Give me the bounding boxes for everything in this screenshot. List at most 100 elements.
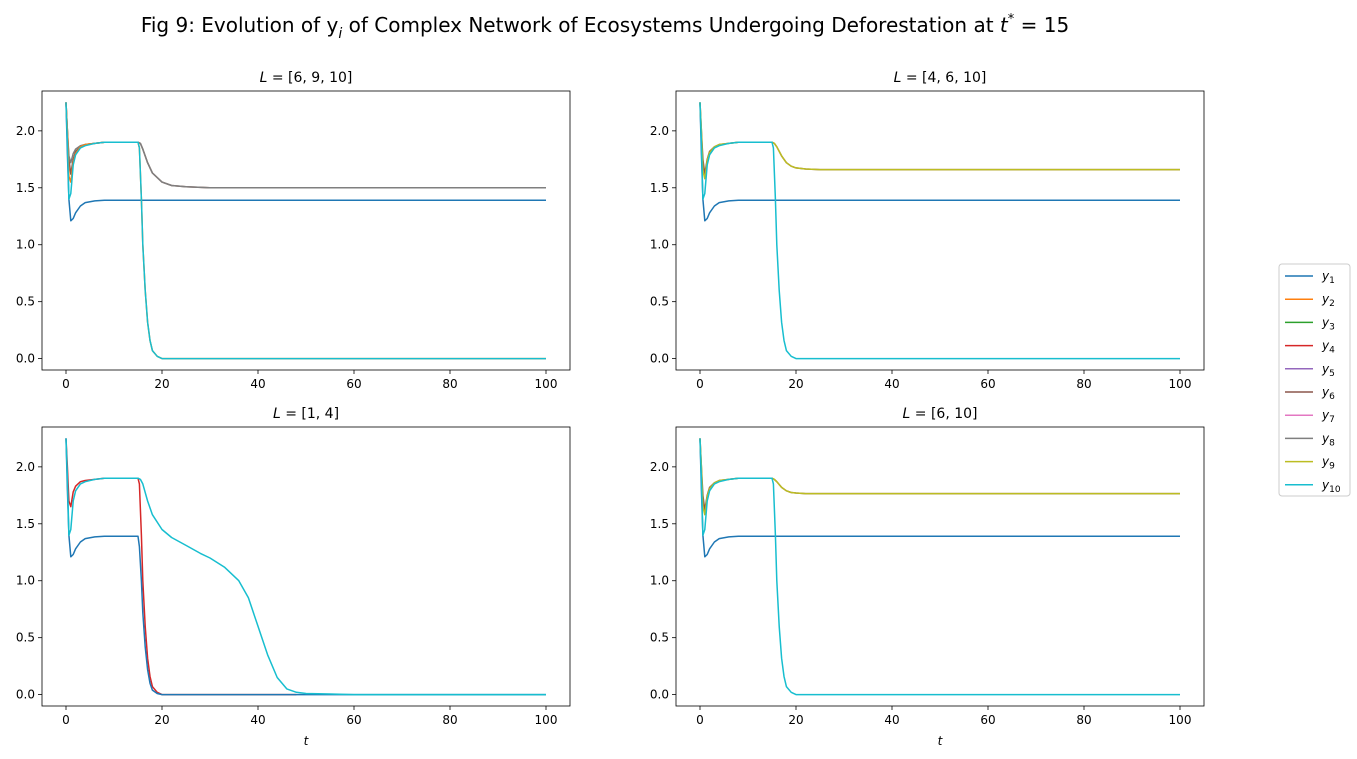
legend-label: y1 [1321, 269, 1335, 286]
y-tick-label: 0.5 [650, 295, 669, 309]
legend-item: y3 [1285, 315, 1335, 332]
x-tick-label: 100 [1169, 377, 1192, 391]
plot-area [65, 438, 546, 696]
series-line-y6 [699, 438, 1180, 511]
y-tick-label: 1.0 [650, 238, 669, 252]
legend-item: y7 [1285, 408, 1335, 425]
x-tick-label: 60 [980, 377, 995, 391]
x-tick-label: 40 [250, 713, 265, 727]
y-tick-label: 1.0 [16, 238, 35, 252]
x-tick-label: 0 [62, 377, 70, 391]
series-line-y1 [65, 438, 546, 696]
series-line-y2 [65, 102, 546, 360]
axes-frame [41, 90, 571, 371]
x-tick-label: 60 [346, 377, 361, 391]
subplot-1: 0 20 40 60 80 100 0.0 0.5 1.0 1.5 2.0 L = [6, 9, 10… [16, 70, 571, 391]
y-tick-label: 2.0 [16, 124, 35, 138]
y-tick-label: 1.5 [16, 181, 35, 195]
y-tick-label: 0.5 [16, 295, 35, 309]
x-tick-label: 20 [154, 377, 169, 391]
x-tick-label: 0 [696, 377, 704, 391]
series-line-y6 [699, 102, 1180, 175]
series-line-y10 [699, 438, 1180, 696]
series-line-y10 [699, 102, 1180, 360]
x-tick-label: 20 [154, 713, 169, 727]
x-tick-label: 20 [788, 377, 803, 391]
x-tick-label: 60 [346, 713, 361, 727]
x-tick-label: 80 [442, 713, 457, 727]
y-tick-label: 0.0 [650, 352, 669, 366]
subplot-title: L = [4, 6, 10] [894, 70, 987, 86]
y-tick-label: 0.5 [16, 631, 35, 645]
series-line-y1 [65, 102, 546, 222]
series-line-y10 [65, 102, 546, 360]
x-axis-label: t [938, 734, 944, 748]
y-tick-label: 2.0 [16, 460, 35, 474]
subplot-4: 0 20 40 60 80 100 0.0 0.5 1.0 1.5 2.0 L = [6, 10] t [650, 406, 1205, 748]
legend-item: y2 [1285, 292, 1335, 309]
legend-item: y5 [1285, 362, 1335, 379]
legend-item: y1 [1285, 269, 1335, 286]
x-tick-label: 0 [696, 713, 704, 727]
y-tick-label: 1.5 [650, 181, 669, 195]
x-tick-label: 40 [884, 377, 899, 391]
series-line-y4 [65, 438, 297, 696]
x-tick-label: 100 [1169, 713, 1192, 727]
y-tick-label: 1.0 [650, 574, 669, 588]
figure-title-subscript: i [338, 26, 342, 42]
legend-item: y4 [1285, 339, 1335, 356]
legend-item: y10 [1285, 478, 1341, 495]
series-line-y1 [699, 438, 1180, 558]
x-axis-label: t [304, 734, 310, 748]
x-tick-label: 0 [62, 713, 70, 727]
subplot-3: 0 20 40 60 80 100 0.0 0.5 1.0 1.5 2.0 L = [1, 4] t [16, 406, 571, 748]
plot-area [699, 438, 1180, 696]
axes-frame [41, 426, 571, 707]
x-tick-label: 100 [535, 713, 558, 727]
legend: y1 y2 y3 y4 y5 y6 y7 y8 y9 y10 [1278, 263, 1351, 497]
plot-area [699, 102, 1180, 360]
series-line-y9 [699, 438, 1180, 516]
legend-label: y7 [1321, 408, 1335, 425]
y-tick-label: 1.0 [16, 574, 35, 588]
y-tick-label: 0.0 [16, 688, 35, 702]
x-tick-label: 60 [980, 713, 995, 727]
figure-title: Fig 9: Evolution of yi of Complex Networ… [141, 12, 1069, 42]
series-line-y10 [65, 438, 546, 696]
legend-label: y2 [1321, 292, 1335, 309]
legend-label: y8 [1321, 431, 1335, 448]
subplot-title: L = [1, 4] [273, 406, 339, 422]
legend-label: y5 [1321, 362, 1335, 379]
legend-label: y6 [1321, 385, 1335, 402]
x-tick-label: 100 [535, 377, 558, 391]
subplot-grid: 0 20 40 60 80 100 0.0 0.5 1.0 1.5 2.0 L = [6, 9, 10… [16, 70, 1205, 748]
y-tick-label: 0.0 [16, 352, 35, 366]
y-tick-label: 0.5 [650, 631, 669, 645]
subplot-2: 0 20 40 60 80 100 0.0 0.5 1.0 1.5 2.0 L = [4, 6, 10… [650, 70, 1205, 391]
legend-label: y4 [1321, 339, 1335, 356]
x-tick-label: 20 [788, 713, 803, 727]
x-tick-label: 40 [884, 713, 899, 727]
y-tick-label: 0.0 [650, 688, 669, 702]
legend-label: y9 [1321, 455, 1335, 472]
plot-area [65, 102, 546, 360]
x-tick-label: 80 [442, 377, 457, 391]
legend-label: y3 [1321, 315, 1335, 332]
subplot-title: L = [6, 9, 10] [260, 70, 353, 86]
y-tick-label: 2.0 [650, 124, 669, 138]
x-tick-label: 80 [1076, 713, 1091, 727]
y-tick-label: 1.5 [650, 517, 669, 531]
legend-item: y6 [1285, 385, 1335, 402]
legend-item: y9 [1285, 455, 1335, 472]
subplot-title: L = [6, 10] [903, 406, 978, 422]
axes-frame [675, 426, 1205, 707]
y-tick-label: 1.5 [16, 517, 35, 531]
axes-frame [675, 90, 1205, 371]
x-tick-label: 40 [250, 377, 265, 391]
series-line-y9 [699, 102, 1180, 180]
legend-item: y8 [1285, 431, 1335, 448]
series-line-y1 [699, 102, 1180, 222]
legend-label: y10 [1321, 478, 1341, 495]
x-tick-label: 80 [1076, 377, 1091, 391]
